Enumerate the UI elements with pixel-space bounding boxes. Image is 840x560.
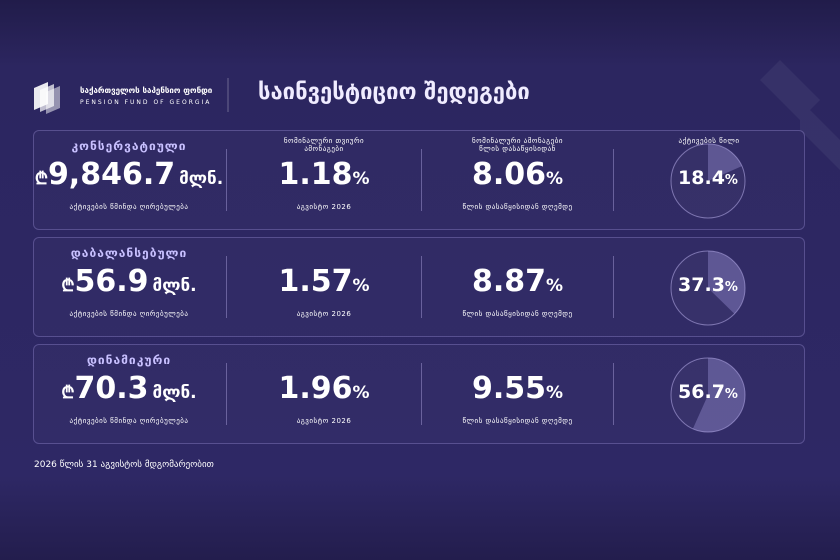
number: 8.06 [471,157,546,192]
monthly-caption: აგვისტო 2026 [296,203,352,211]
fund-name: დაბალანსებული [70,246,188,260]
number: 1.57 [278,264,353,299]
number: 18.4 [678,167,725,189]
assets-number: 56.9 [74,264,149,299]
fund-row: კონსერვატიული ₾9,846.7 მლნ. აქტივების წმინდ… [33,130,805,230]
monthly-value: 1.96% [227,371,421,406]
separator [421,149,422,211]
number: 1.96 [278,371,353,406]
currency: ₾ [61,276,75,296]
share-value: 18.4% [666,167,750,189]
org-name: საქართველოს საპენსიო ფონდი [80,86,213,95]
ytd-value: 8.06% [422,157,613,192]
fund-name: კონსერვატიული [71,139,187,153]
fund-row: დაბალანსებული ₾56.9 მლნ. აქტივების წმინდა ღ… [33,237,805,337]
fund-row: დინამიკური ₾70.3 მლნ. აქტივების წმინდა ღირე… [33,344,805,444]
assets-value: ₾56.9 მლნ. [34,264,224,299]
ytd-caption: წლის დასაწყისიდან დღემდე [462,310,573,318]
separator [226,363,227,425]
percent: % [724,387,738,402]
assets-caption: აქტივების წმინდა ღირებულება [69,203,189,211]
unit: მლნ. [152,383,197,403]
column-header: აქტივების წილი [678,137,740,145]
separator [421,256,422,318]
share-ring [670,357,746,433]
fund-name: დინამიკური [86,353,172,367]
separator [226,256,227,318]
ytd-value: 8.87% [422,264,613,299]
number: 9.55 [471,371,546,406]
number: 8.87 [471,264,546,299]
share-value: 56.7% [666,381,750,403]
percent: % [724,173,738,188]
currency: ₾ [61,383,75,403]
monthly-caption: აგვისტო 2026 [296,310,352,318]
percent: % [545,169,564,189]
monthly-caption: აგვისტო 2026 [296,417,352,425]
separator [613,256,614,318]
percent: % [352,169,370,189]
share-ring [670,250,746,326]
assets-value: ₾9,846.7 მლნ. [34,157,224,192]
percent: % [724,280,738,295]
share-chart [670,143,746,219]
share-chart [670,357,746,433]
unit: მლნ. [179,169,224,189]
unit: მლნ. [152,276,197,296]
ytd-value: 9.55% [422,371,613,406]
assets-caption: აქტივების წმინდა ღირებულება [69,417,189,425]
ytd-caption: წლის დასაწყისიდან დღემდე [462,417,573,425]
share-slice [708,251,745,314]
share-ring [670,143,746,219]
separator [421,363,422,425]
share-value: 37.3% [666,274,750,296]
share-chart [670,250,746,326]
share-slice [708,144,742,181]
monthly-value: 1.57% [227,264,421,299]
assets-value: ₾70.3 მლნ. [34,371,224,406]
percent: % [352,276,370,296]
currency: ₾ [34,169,48,189]
column-header: ნომინალური თვიური ამონაგები [283,137,365,153]
percent: % [352,383,370,403]
share-slice [692,358,745,432]
ytd-caption: წლის დასაწყისიდან დღემდე [462,203,573,211]
separator [226,149,227,211]
number: 1.18 [278,157,353,192]
number: 37.3 [678,274,725,296]
separator [613,149,614,211]
assets-number: 70.3 [74,371,149,406]
column-header: ნომინალური ამონაგები წლის დასაწყისიდან [472,137,563,153]
page-title: საინვესტიციო შედეგები [258,80,530,105]
org-name-en: PENSION FUND OF GEORGIA [80,99,212,106]
percent: % [545,383,564,403]
percent: % [545,276,564,296]
assets-caption: აქტივების წმინდა ღირებულება [69,310,189,318]
separator [613,363,614,425]
footer-note: 2026 წლის 31 აგვისტოს მდგომარეობით [34,460,214,470]
assets-number: 9,846.7 [47,157,176,192]
monthly-value: 1.18% [227,157,421,192]
number: 56.7 [678,381,725,403]
